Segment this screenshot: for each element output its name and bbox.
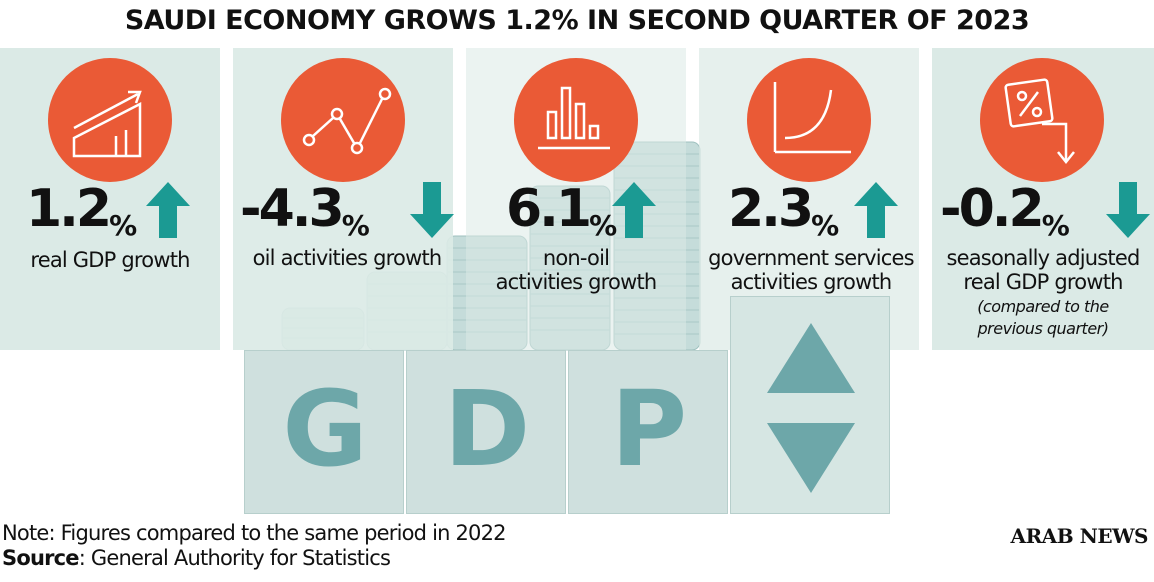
- arrow-up-icon: [854, 182, 898, 238]
- up-down-triangles-icon: [767, 323, 855, 493]
- arrow-down-icon: [410, 182, 454, 238]
- stat-label-government-line2: activities growth: [730, 270, 893, 294]
- footnote: Note: Figures compared to the same perio…: [2, 521, 507, 545]
- block-letter: G: [282, 368, 368, 490]
- source-label: Source: [2, 546, 80, 570]
- stat-label-non-oil-line1: non-oil: [542, 246, 610, 270]
- letter-block-p: P: [568, 350, 728, 514]
- stat-label-oil: oil activities growth: [252, 246, 443, 270]
- stat-note-line1: (compared to the: [977, 297, 1109, 316]
- source-line: Source: General Authority for Statistics: [2, 546, 391, 571]
- stat-label-real-gdp: real GDP growth: [30, 248, 190, 272]
- stat-value-seasonal: -0.2%: [940, 179, 1070, 242]
- stat-label-non-oil-line2: activities growth: [495, 270, 658, 294]
- block-letter: D: [443, 368, 531, 490]
- stat-note-line2: previous quarter): [977, 319, 1109, 338]
- stat-value-real-gdp: 1.2%: [26, 179, 138, 242]
- page-title: SAUDI ECONOMY GROWS 1.2% IN SECOND QUART…: [124, 5, 1030, 36]
- stat-label-government-line1: government services: [708, 246, 914, 270]
- stat-label-seasonal-line1: seasonally adjusted: [946, 246, 1140, 270]
- letter-block-d: D: [406, 350, 566, 514]
- stat-value-government: 2.3%: [728, 179, 840, 242]
- arrow-up-icon: [612, 182, 656, 238]
- growth-chart-icon: [48, 58, 172, 182]
- line-graph-icon: [281, 58, 405, 182]
- curve-chart-icon: [747, 58, 871, 182]
- arrow-block: [730, 296, 890, 514]
- infographic-stage: 1.2% real GDP growth -4.3% oil activitie…: [0, 46, 1154, 520]
- stat-value-non-oil: 6.1%: [506, 179, 618, 242]
- stat-value-oil: -4.3%: [240, 179, 370, 242]
- arrow-up-icon: [146, 182, 190, 238]
- source-text: : General Authority for Statistics: [78, 546, 391, 570]
- block-letter: P: [610, 368, 688, 490]
- letter-block-g: G: [244, 350, 404, 514]
- stat-label-seasonal-line2: real GDP growth: [963, 270, 1123, 294]
- arrow-down-icon: [1106, 182, 1150, 238]
- bar-chart-icon: [514, 58, 638, 182]
- percent-down-icon: [980, 58, 1104, 182]
- brand-logo: ARAB NEWS: [1010, 524, 1149, 548]
